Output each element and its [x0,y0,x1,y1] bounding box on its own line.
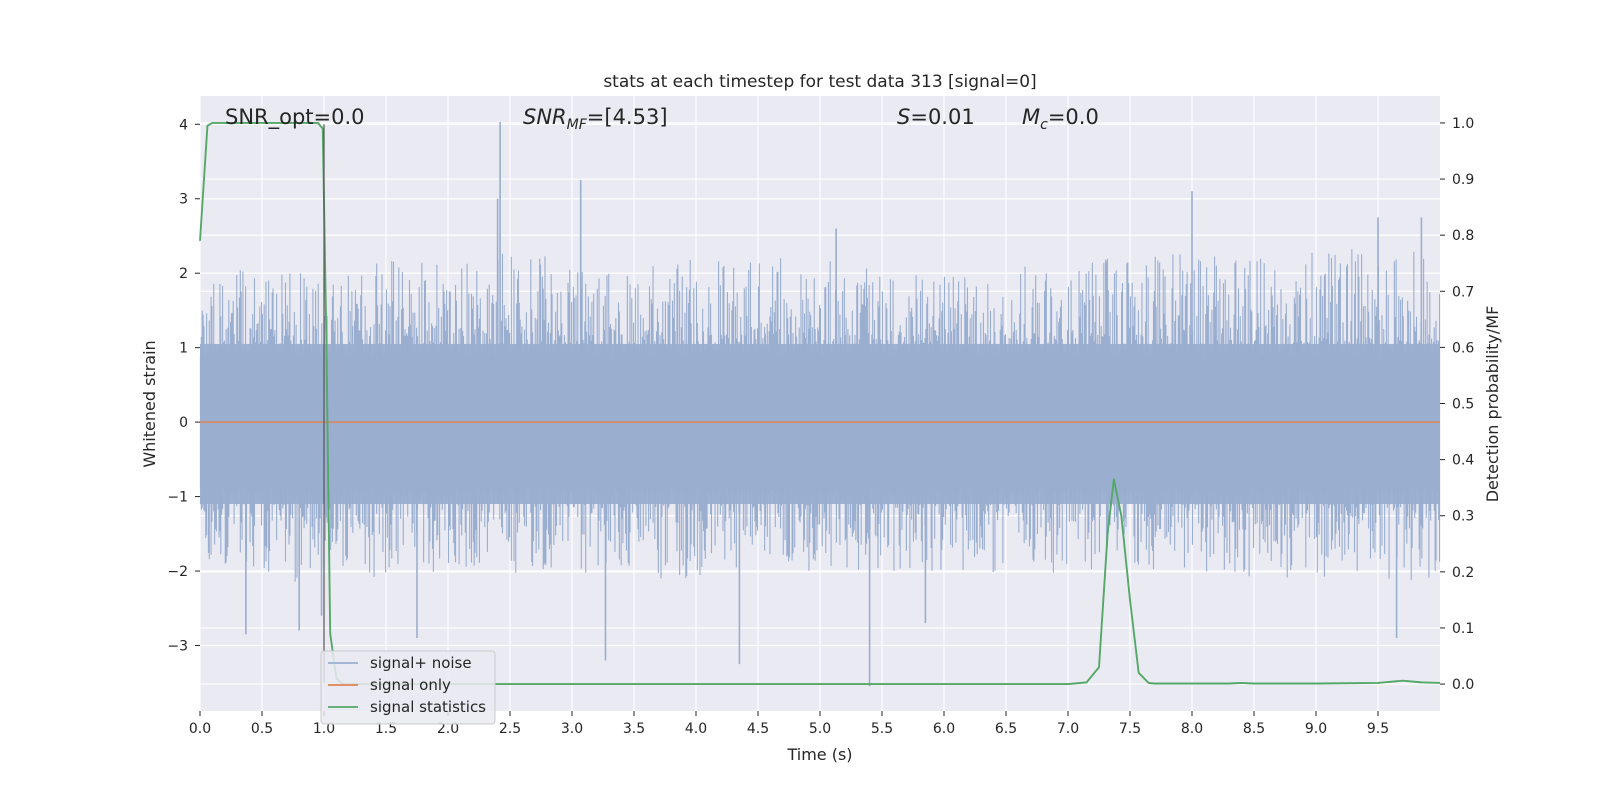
legend-box [320,650,496,725]
y-right-tick-label: 0.3 [1452,509,1474,525]
y-right-tick-label: 0.7 [1452,284,1474,300]
y-left-tick-label: 4 [179,117,188,133]
x-tick-label: 3.0 [561,721,583,737]
x-tick-label: 2.5 [499,721,521,737]
y-left-tick-label: 2 [179,266,188,282]
s-annotation: S=0.01 [897,105,975,129]
legend-label-signal-noise: signal+ noise [370,654,472,672]
snr-mf-subscript: MF [567,117,588,133]
axes: 0.0 0.5 1.0 1.5 2.0 2.5 3.0 3.5 4.0 4.5 5.0 5.5 6.0 6… [167,116,1474,737]
snr-opt-annotation: SNR_opt=0.0 [225,105,365,130]
y-right-tick-label: 0.8 [1452,228,1474,244]
snr-mf-annotation: SNRMF=[4.53] [523,105,668,133]
y-left-tick-label: −2 [167,564,188,580]
legend-label-signal-only: signal only [370,676,451,694]
x-tick-label: 9.0 [1305,721,1327,737]
x-tick-label: 2.0 [437,721,459,737]
y-left-tick-label: 1 [179,341,188,357]
y-right-tick-label: 0.0 [1452,677,1474,693]
x-tick-label: 8.0 [1181,721,1203,737]
y-right-tick-label: 0.1 [1452,621,1474,637]
x-tick-label: 0.5 [251,721,273,737]
mc-symbol: M [1022,105,1040,129]
annotations: SNR_opt=0.0 SNRMF=[4.53] S=0.01 Mc=0.0 [225,105,1099,133]
x-tick-label: 8.5 [1243,721,1265,737]
plot-area [199,121,1441,687]
y-axis-right-label: Detection probability/MF [1483,306,1502,503]
x-tick-label: 7.5 [1119,721,1141,737]
y-right-tick-label: 0.5 [1452,397,1474,413]
y-right-tick-label: 1.0 [1452,116,1474,132]
x-tick-label: 1.5 [375,721,397,737]
y-right-tick-label: 0.2 [1452,565,1474,581]
y-axis-left-label: Whitened strain [140,340,159,467]
legend-label-signal-statistics: signal statistics [370,698,486,716]
y-left-tick-label: 0 [179,415,188,431]
x-tick-label: 4.5 [747,721,769,737]
x-tick-label: 0.0 [189,721,211,737]
x-tick-label: 3.5 [623,721,645,737]
x-axis-label: Time (s) [786,745,852,764]
snr-mf-symbol: SNR [523,105,567,129]
x-tick-label: 7.0 [1057,721,1079,737]
s-symbol: S [897,105,910,129]
series-signal-statistics [199,121,1441,686]
chart-title: stats at each timestep for test data 313… [603,72,1036,92]
x-tick-label: 9.5 [1367,721,1389,737]
series-signal-noise [199,122,1441,687]
x-tick-label: 4.0 [685,721,707,737]
x-tick-label: 1.0 [313,721,335,737]
y-left-tick-label: −1 [167,490,188,506]
mc-annotation: Mc=0.0 [1022,105,1099,133]
y-right-tick-label: 0.4 [1452,453,1474,469]
mc-value: =0.0 [1048,105,1099,129]
x-tick-label: 6.5 [995,721,1017,737]
mc-subscript: c [1040,117,1048,133]
y-right-tick-label: 0.6 [1452,340,1474,356]
y-left-tick-label: 3 [179,192,188,208]
x-tick-label: 5.5 [871,721,893,737]
snr-mf-value: =[4.53] [587,105,668,129]
s-value: =0.01 [910,105,974,129]
y-right-tick-label: 0.9 [1452,172,1474,188]
x-tick-label: 5.0 [809,721,831,737]
legend: signal+ noise signal only signal statist… [320,650,496,725]
x-tick-label: 6.0 [933,721,955,737]
y-left-tick-label: −3 [167,638,188,654]
